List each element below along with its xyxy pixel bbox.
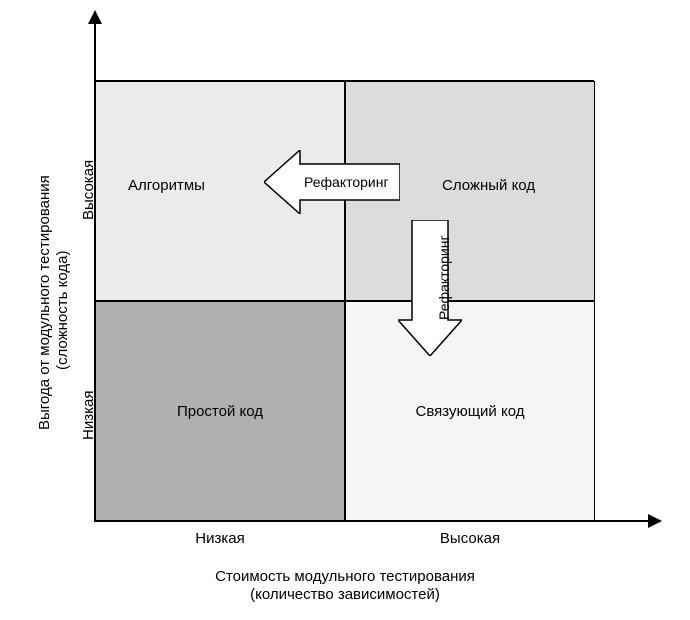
y-tick-low: Низкая <box>80 391 97 440</box>
x-tick-high: Высокая <box>430 530 510 547</box>
refactor-arrow-left-svg <box>264 150 400 214</box>
x-axis-title-line2: (количество зависимостей) <box>170 586 520 603</box>
x-axis-arrowhead <box>648 514 662 528</box>
quadrant-bottom-right-label: Связующий код <box>416 403 525 420</box>
refactor-arrow-left: Рефакторинг <box>264 150 400 214</box>
diagram-canvas: Алгоритмы Сложный код Простой код Связую… <box>0 0 690 620</box>
quadrant-grid: Алгоритмы Сложный код Простой код Связую… <box>94 80 594 520</box>
y-tick-high: Высокая <box>80 160 97 220</box>
quadrant-bottom-right: Связующий код <box>345 301 595 521</box>
quadrant-bottom-left: Простой код <box>95 301 345 521</box>
quadrant-top-left-label: Алгоритмы <box>128 177 205 194</box>
refactor-arrow-down-svg <box>398 220 462 356</box>
quadrant-top-right-label: Сложный код <box>442 177 535 194</box>
y-axis-title-line2: (сложность кода) <box>54 251 71 370</box>
x-axis-title-line1: Стоимость модульного тестирования <box>170 568 520 585</box>
refactor-arrow-down: Рефакторинг <box>398 220 462 356</box>
x-tick-low: Низкая <box>180 530 260 547</box>
quadrant-bottom-left-label: Простой код <box>177 403 263 420</box>
y-axis-title-line1: Выгода от модульного тестирования <box>36 175 53 430</box>
y-axis-arrowhead <box>88 10 102 24</box>
